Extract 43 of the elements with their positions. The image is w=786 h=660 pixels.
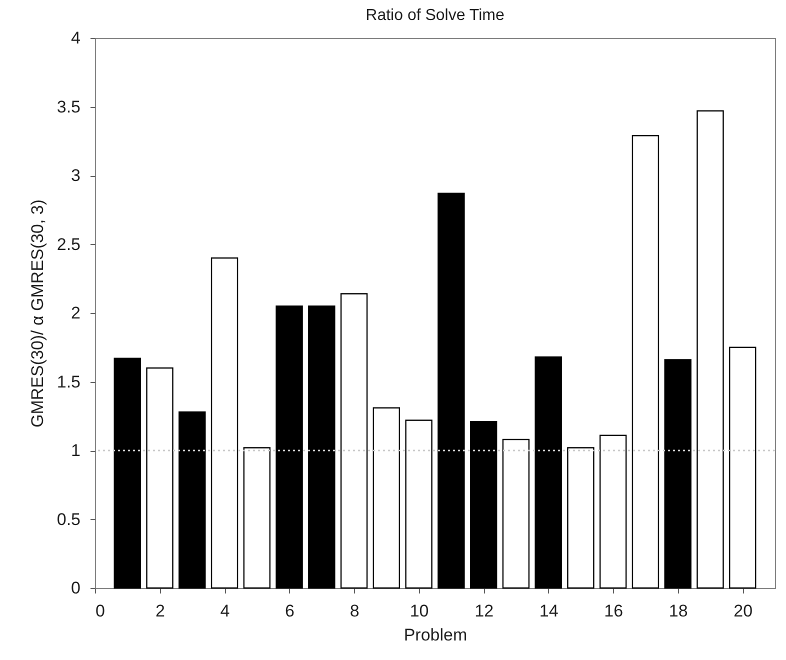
y-axis-title: GMRES(30)/ α GMRES(30, 3) (28, 199, 47, 428)
bar (502, 438, 530, 589)
y-tick-label: 2 (71, 304, 80, 322)
chart-title: Ratio of Solve Time (366, 7, 504, 24)
bar (534, 356, 562, 589)
bar (308, 306, 336, 589)
x-tick-label: 18 (668, 602, 688, 620)
bar (210, 257, 238, 589)
y-tick-label: 2.5 (56, 234, 80, 254)
x-tick-label: 10 (410, 602, 429, 620)
bar (372, 407, 400, 589)
bar (114, 358, 141, 589)
x-tick-label: 16 (604, 602, 624, 620)
bar (599, 434, 627, 589)
bar (405, 420, 432, 589)
bar (276, 306, 303, 589)
bar (178, 411, 206, 589)
x-tick-label: 12 (474, 602, 494, 620)
y-tick-label: 3.5 (56, 97, 80, 116)
bar (340, 293, 368, 589)
x-tick-label: 0 (96, 602, 105, 620)
x-tick-label: 4 (220, 602, 230, 620)
y-tick-label: 1 (71, 441, 80, 460)
y-tick-label: 1.5 (56, 372, 80, 392)
x-tick-label: 14 (539, 602, 558, 620)
x-axis-title: Problem (404, 626, 468, 644)
y-tick-label: 3 (71, 166, 80, 185)
bar (243, 447, 271, 589)
bar (146, 367, 174, 589)
bar (438, 192, 465, 589)
bar (729, 346, 756, 589)
bar (470, 421, 498, 589)
y-tick-label: 0 (71, 578, 80, 598)
bar (696, 110, 724, 589)
y-tick-label: 4 (71, 28, 80, 48)
bar (664, 359, 692, 589)
x-tick-label: 8 (350, 602, 360, 620)
bar (567, 447, 594, 589)
x-tick-label: 20 (734, 602, 753, 620)
bar (632, 135, 660, 589)
x-tick-label: 2 (156, 602, 165, 620)
x-tick-label: 6 (285, 602, 295, 620)
y-tick-label: 0.5 (56, 510, 80, 529)
